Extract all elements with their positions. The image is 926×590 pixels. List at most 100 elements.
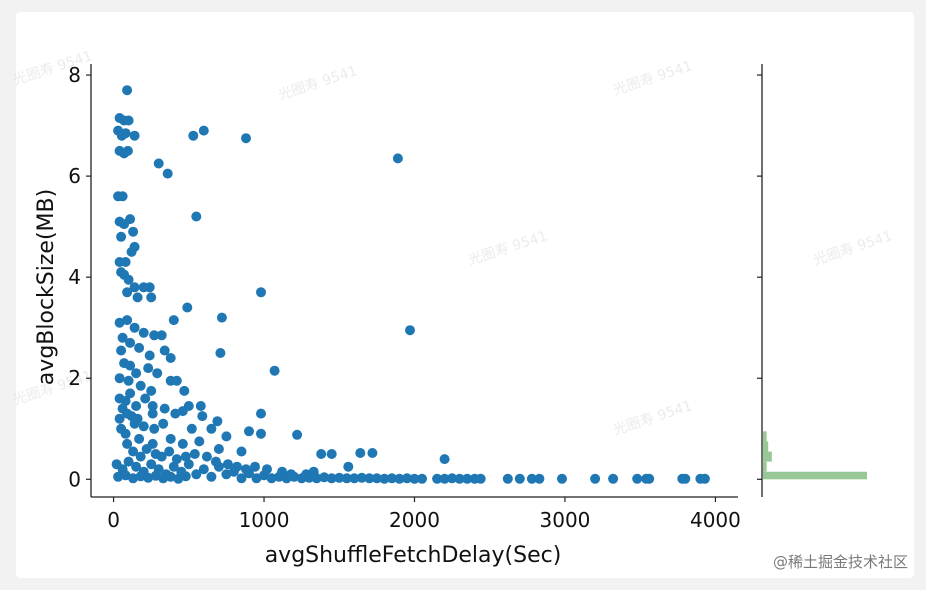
scatter-point (149, 423, 160, 434)
histogram-bar (763, 451, 772, 462)
scatter-point (146, 292, 157, 303)
scatter-point (632, 473, 643, 484)
scatter-point (158, 473, 169, 484)
chart-card (16, 12, 914, 578)
scatter-point (241, 133, 251, 144)
scatter-point (114, 413, 125, 424)
scatter-point (213, 444, 224, 454)
y-tick-label: 2 (68, 366, 81, 390)
scatter-point (131, 461, 142, 472)
scatter-point (146, 385, 157, 396)
scatter-point (251, 473, 262, 484)
histogram-bar (763, 461, 767, 472)
scatter-point (123, 456, 134, 467)
scatter-point (131, 368, 142, 379)
scatter-point (125, 388, 136, 399)
faint-watermark-text: 光圈寿 9541 (611, 397, 694, 439)
scatter-point (405, 325, 415, 336)
scatter-point (367, 448, 378, 458)
scatter-point (135, 380, 146, 391)
site-watermark: @稀土掘金技术社区 (772, 553, 908, 571)
scatter-point (526, 473, 537, 484)
faint-watermark-text: 光圈寿 9541 (11, 47, 94, 89)
histogram-bar (763, 471, 867, 480)
histogram-axes (757, 64, 763, 497)
scatter-point (183, 459, 194, 470)
scatter-point (356, 472, 367, 483)
scatter-point (232, 461, 242, 472)
histogram-bar (763, 431, 767, 442)
scatter-point (122, 145, 133, 156)
scatter-point (131, 401, 142, 411)
scatter-point (158, 418, 169, 429)
scatter-point (120, 257, 131, 267)
scatter-point (179, 385, 190, 396)
scatter-point (241, 464, 251, 475)
main-axes: 0 1000 2000 3000 4000 0 2 4 6 8 (68, 63, 741, 532)
scatter-point (680, 473, 691, 484)
scatter-point (147, 401, 158, 411)
scatter-point (198, 125, 209, 136)
scatter-point (138, 421, 149, 432)
scatter-point (177, 438, 188, 449)
scatter-point (144, 282, 155, 293)
scatter-point (114, 317, 125, 328)
scatter-point (379, 473, 390, 484)
scatter-point (256, 428, 266, 439)
scatter-point (319, 472, 330, 483)
scatter-point (113, 471, 124, 482)
scatter-point (195, 401, 206, 411)
scatter-point (128, 226, 139, 237)
scatter-point (171, 375, 182, 386)
scatter-point (116, 345, 127, 356)
scatter-point (326, 449, 337, 459)
x-tick-label: 4000 (690, 508, 741, 532)
scatter-point (134, 433, 145, 444)
scatter-point (206, 423, 217, 434)
scatter-point (122, 315, 133, 326)
faint-watermark-text: 光圈寿 9541 (466, 227, 549, 269)
scatter-point (198, 464, 209, 475)
scatter-point (156, 451, 167, 462)
scatter-point (392, 153, 403, 164)
scatter-point (156, 330, 167, 341)
scatter-point (123, 115, 134, 126)
scatter-point (125, 360, 136, 371)
histogram-bar (763, 441, 769, 452)
scatter-point (206, 471, 217, 482)
scatter-point (394, 473, 405, 484)
faint-watermark-text: 光圈寿 9541 (811, 227, 894, 269)
scatter-point (534, 473, 545, 484)
scatter-point (153, 158, 164, 169)
scatter-point (116, 423, 127, 434)
scatter-point (201, 451, 212, 462)
scatter-point (147, 408, 158, 419)
scatter-point (191, 211, 202, 222)
scatter-point (188, 130, 199, 141)
scatter-point (122, 438, 133, 449)
scatter-point (168, 315, 179, 326)
y-tick-label: 4 (68, 265, 81, 289)
scatter-point (262, 464, 272, 475)
scatter-point (162, 168, 173, 179)
scatter-point (114, 393, 125, 404)
x-axis-title: avgShuffleFetchDelay(Sec) (265, 543, 562, 568)
scatter-point (326, 473, 337, 484)
scatter-points (111, 85, 710, 484)
x-tick-label: 1000 (239, 508, 290, 532)
scatter-point (386, 473, 397, 484)
scatter-point (120, 470, 131, 481)
faint-watermark-text: 光圈寿 9541 (611, 57, 694, 99)
scatter-point (117, 332, 128, 343)
scatter-point (132, 292, 143, 303)
scatter-point (126, 246, 137, 257)
scatter-point (308, 466, 319, 477)
scatter-point (355, 448, 366, 458)
scatter-point (144, 350, 155, 361)
scatter-point (152, 368, 163, 379)
scatter-point (180, 471, 191, 482)
scatter-point (212, 416, 223, 427)
scatter-point (129, 322, 140, 333)
scatter-point (402, 473, 412, 484)
scatter-point (417, 473, 427, 484)
